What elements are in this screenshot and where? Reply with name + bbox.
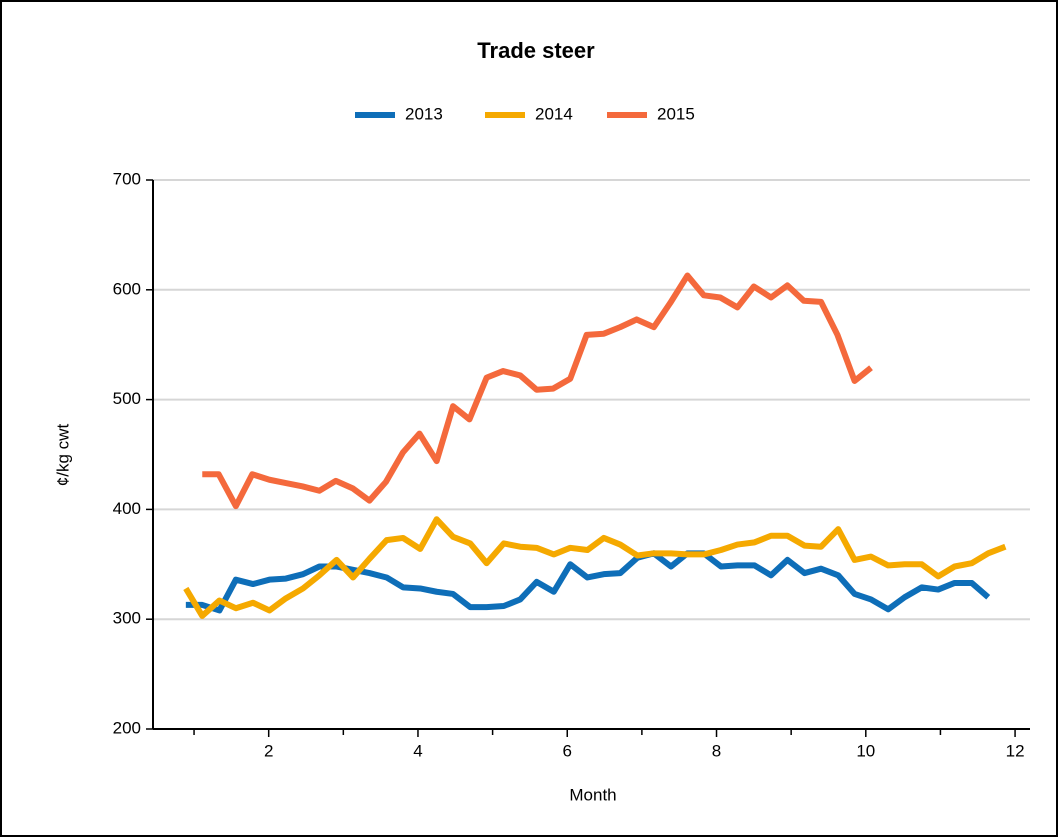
y-tick-label: 600 [113,279,141,298]
x-tick-label: 10 [856,741,875,760]
series-line [185,550,991,614]
y-tick-label: 300 [113,609,141,628]
x-axis-label: Month [569,785,616,804]
x-tick-label: 6 [563,741,572,760]
x-tick-label: 12 [1006,741,1025,760]
x-tick-label: 8 [712,741,721,760]
legend-label: 2013 [405,104,443,123]
legend-label: 2015 [657,104,695,123]
y-tick-label: 400 [113,499,141,518]
x-tick-label: 4 [413,741,422,760]
x-tick-label: 2 [264,741,273,760]
y-tick-label: 700 [113,169,141,188]
legend-label: 2014 [535,104,573,123]
y-tick-label: 500 [113,389,141,408]
series-line [202,272,873,510]
chart-title: Trade steer [477,38,595,63]
y-axis-label: ¢/kg cwt [53,424,72,487]
series-line [183,516,1007,619]
y-tick-label: 200 [113,718,141,737]
